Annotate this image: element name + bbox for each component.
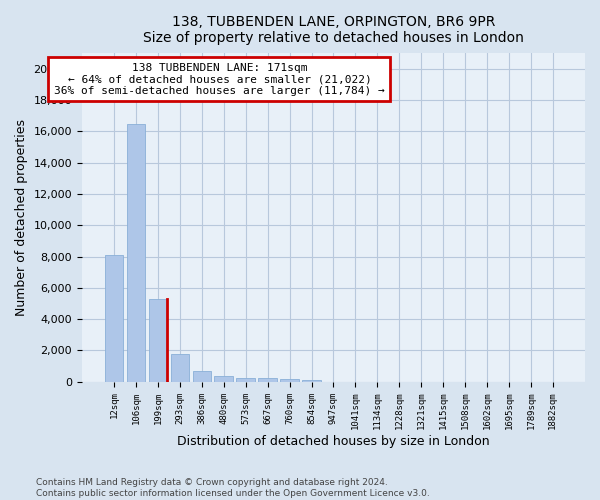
Bar <box>105 255 124 382</box>
Bar <box>280 379 299 382</box>
Text: Contains HM Land Registry data © Crown copyright and database right 2024.
Contai: Contains HM Land Registry data © Crown c… <box>36 478 430 498</box>
Bar <box>127 124 145 382</box>
Title: 138, TUBBENDEN LANE, ORPINGTON, BR6 9PR
Size of property relative to detached ho: 138, TUBBENDEN LANE, ORPINGTON, BR6 9PR … <box>143 15 524 45</box>
Text: 138 TUBBENDEN LANE: 171sqm
← 64% of detached houses are smaller (21,022)
36% of : 138 TUBBENDEN LANE: 171sqm ← 64% of deta… <box>54 62 385 96</box>
X-axis label: Distribution of detached houses by size in London: Distribution of detached houses by size … <box>177 434 490 448</box>
Bar <box>214 376 233 382</box>
Bar <box>193 372 211 382</box>
Bar <box>149 298 167 382</box>
Bar <box>236 378 255 382</box>
Bar <box>170 354 189 382</box>
Y-axis label: Number of detached properties: Number of detached properties <box>15 119 28 316</box>
Bar <box>259 378 277 382</box>
Bar <box>302 380 321 382</box>
